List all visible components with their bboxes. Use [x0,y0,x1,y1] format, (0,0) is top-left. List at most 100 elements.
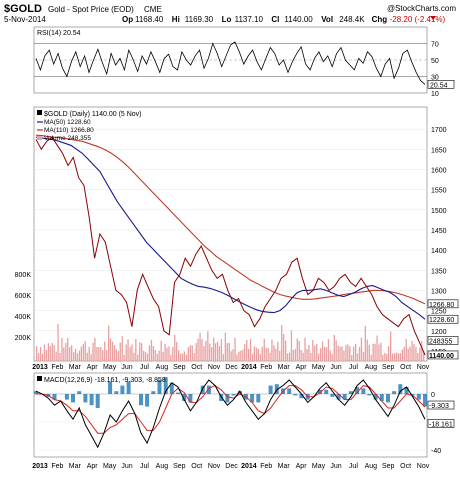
volume-bar [238,351,240,361]
volume-bar [360,337,363,361]
legend-ma50: MA(50) 1228.60 [44,119,91,126]
price-tick-label: 1350 [431,268,447,275]
volume-bar [57,324,59,361]
macd-histogram-bar [274,384,279,394]
macd-signal-line [36,385,426,434]
volume-bar [386,354,388,361]
volume-bar [191,345,193,361]
volume-bar [47,343,49,361]
volume-bar [253,346,256,361]
volume-bar [275,348,277,361]
volume-bar [218,346,221,361]
volume-bar [129,346,131,361]
volume-bar [214,343,217,361]
volume-bar [59,352,61,361]
volume-bar [279,350,281,361]
macd-histogram-bar [188,394,193,403]
volume-bar [108,325,110,361]
volume-bar [316,344,318,361]
volume-bar [113,345,116,361]
macd-histogram-bar [348,391,353,394]
volume-bar [347,344,349,361]
macd-histogram-bar [114,391,119,394]
macd-histogram-bar [95,394,100,408]
stat-value: 1137.10 [235,15,264,24]
volume-bar [51,342,53,361]
macd-histogram-bar [120,385,125,394]
macd-histogram-bar [206,385,211,394]
x-tick-label: Mar [69,364,82,371]
macd-histogram-bar [367,394,372,396]
x-axis-bottom: 2013 Feb Mar Apr May Jun Jul Aug Sep Oct Nov Dec 201… [32,463,430,470]
volume-bar [176,342,178,361]
volume-bar [160,340,162,361]
volume-bar [263,338,265,361]
macd-histogram-bar [416,394,421,400]
x-tick-label: Nov [417,364,430,371]
macd-histogram-bar [231,394,236,396]
volume-bar [207,331,209,361]
macd-histogram-bar [379,394,384,401]
volume-bar [220,339,223,361]
volume-bar [300,350,302,361]
volume-bar [320,348,322,361]
x-tick-label: Oct [191,463,202,470]
volume-bar [45,349,47,361]
volume-bar [423,351,425,361]
volume-bar [209,343,211,361]
volume-bar [304,337,306,361]
volume-bar [393,353,396,361]
x-tick-label: Nov [417,463,430,470]
x-tick-label: Mar [278,463,291,470]
volume-bar [382,354,384,361]
volume-bar [306,349,308,361]
volume-bar [292,350,294,361]
volume-bar [234,337,236,361]
volume-bar [148,345,151,361]
volume-tick-label: 200K [15,335,32,342]
x-tick-label: Feb [260,463,272,470]
volume-bar [366,339,368,361]
volume-bar [193,352,195,361]
volume-bar [98,347,100,361]
macd-tick-label: -40 [431,448,441,455]
x-tick-label: Jun [330,463,341,470]
volume-bar [407,348,409,361]
volume-bar [251,353,254,361]
volume-bar [154,350,156,361]
volume-bar [236,354,238,361]
volume-bar [395,352,398,361]
volume-bar [339,346,341,361]
volume-bar [195,343,197,361]
price-value-label: 1140.00 [429,353,454,360]
volume-bar [123,354,125,361]
symbol-label: $GOLD [4,3,42,15]
volume-value-label: 248355 [429,338,452,345]
volume-bar [36,346,38,361]
volume-bar [156,353,158,361]
x-tick-label: Apr [87,364,99,371]
volume-bar [415,346,417,361]
macd-histogram-bar [34,391,38,394]
macd-value-label: -9.303 [429,403,449,410]
macd-histogram-bar [163,377,168,394]
volume-bar [417,353,419,361]
price-tick-label: 1650 [431,147,447,154]
volume-bar [84,341,86,361]
volume-bar [323,346,326,361]
volume-bar [127,339,129,361]
x-tick-label: Oct [400,364,411,371]
volume-bar [92,342,94,361]
x-tick-label: May [103,463,117,470]
macd-histogram-bar [355,387,360,394]
down-arrow-icon [430,16,436,20]
volume-bar [168,346,170,361]
volume-bar [244,344,246,361]
macd-histogram-bar [225,394,230,403]
volume-bar [88,346,90,361]
x-tick-label: Feb [260,364,272,371]
x-tick-label: Apr [87,463,99,470]
volume-bar [370,354,372,361]
price-plot: 1700 1650 1600 1550 1500 1450 1400 1350 1300 1250… [15,127,459,361]
stat-label: Cl [271,15,279,24]
